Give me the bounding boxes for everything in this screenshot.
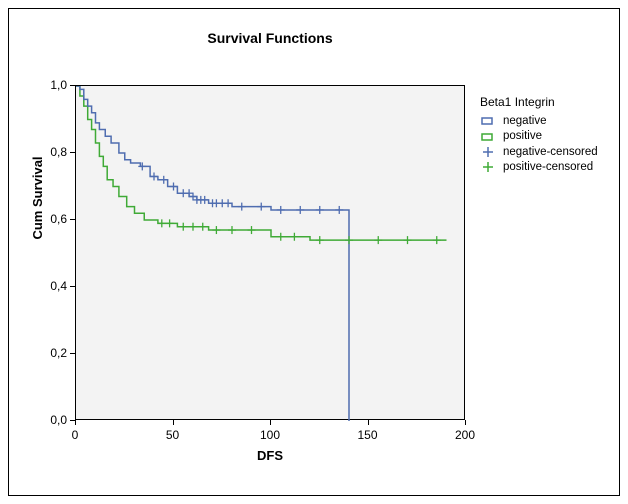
legend-swatch: [480, 131, 500, 143]
y-tick: [70, 85, 75, 86]
legend-label: negative-censored: [503, 145, 598, 159]
x-tick-label: 200: [455, 428, 475, 442]
x-tick: [270, 420, 271, 425]
x-tick-label: 100: [260, 428, 280, 442]
legend-label: negative: [503, 114, 546, 128]
y-tick: [70, 152, 75, 153]
y-axis-label: Cum Survival: [30, 98, 45, 298]
x-tick: [75, 420, 76, 425]
x-tick-label: 150: [357, 428, 377, 442]
legend-label: positive: [503, 129, 542, 143]
y-tick: [70, 353, 75, 354]
plot-area: [75, 85, 465, 420]
x-tick-label: 0: [72, 428, 79, 442]
x-tick: [465, 420, 466, 425]
x-axis-label: DFS: [75, 448, 465, 463]
legend-item-neg_line: negative: [480, 114, 598, 128]
y-tick: [70, 420, 75, 421]
y-tick: [70, 286, 75, 287]
y-tick-label: 0,0: [45, 413, 67, 427]
legend-item-pos_cross: positive-censored: [480, 160, 598, 174]
chart-title: Survival Functions: [75, 30, 465, 46]
legend-swatch: [480, 146, 500, 158]
negative-censored: [138, 162, 343, 214]
x-tick: [173, 420, 174, 425]
x-tick: [368, 420, 369, 425]
legend-swatch: [480, 115, 500, 127]
y-tick-label: 0,2: [45, 346, 67, 360]
legend-item-pos_line: positive: [480, 129, 598, 143]
y-tick: [70, 219, 75, 220]
legend: Beta1 Integrin negativepositive negative-…: [480, 95, 598, 176]
figure: Survival Functions Cum Survival DFS Beta…: [0, 0, 628, 504]
y-tick-label: 0,4: [45, 279, 67, 293]
legend-title: Beta1 Integrin: [480, 95, 598, 110]
legend-item-neg_cross: negative-censored: [480, 145, 598, 159]
y-tick-label: 0,6: [45, 212, 67, 226]
x-tick-label: 50: [166, 428, 179, 442]
legend-label: positive-censored: [503, 160, 593, 174]
y-tick-label: 0,8: [45, 145, 67, 159]
legend-swatch: [480, 161, 500, 173]
y-tick-label: 1,0: [45, 78, 67, 92]
negative-line: [76, 86, 349, 421]
plot-svg: [76, 86, 466, 421]
